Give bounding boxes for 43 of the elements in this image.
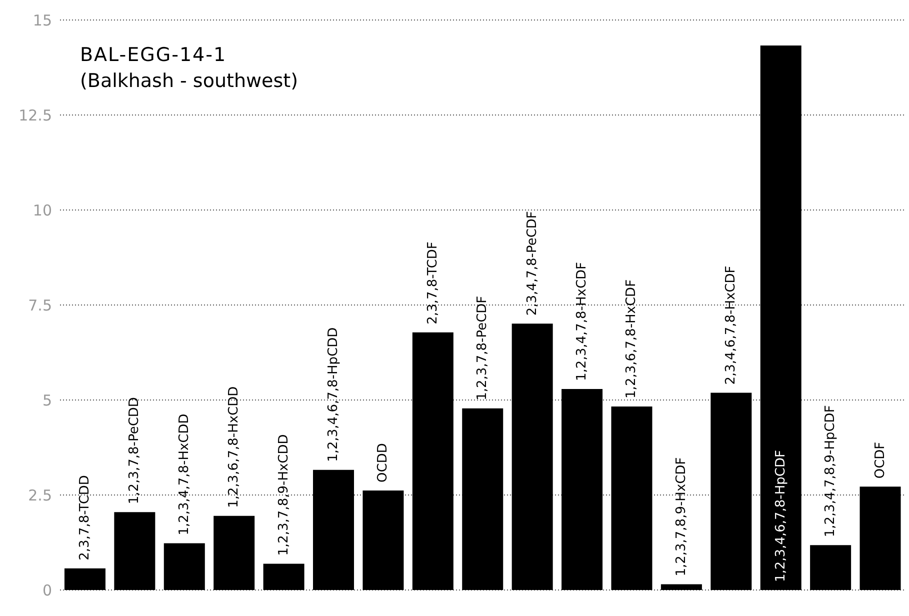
- bar: [412, 332, 454, 590]
- x-tick-label: 1,2,3,7,8,9-HxCDF: [674, 457, 689, 576]
- y-tick-label: 2.5: [28, 486, 52, 504]
- bar: [214, 516, 255, 590]
- y-tick-label: 7.5: [28, 296, 52, 314]
- bar: [760, 45, 802, 590]
- x-tick-label: OCDD: [376, 443, 391, 482]
- bar: [562, 388, 603, 590]
- bar: [860, 486, 901, 590]
- bar: [810, 545, 852, 590]
- x-tick-label: 1,2,3,7,8-PeCDF: [475, 296, 490, 400]
- bar: [263, 564, 304, 590]
- bar: [710, 392, 752, 590]
- x-tick-label: 1,2,3,7,8,9-HxCDD: [276, 434, 292, 556]
- y-tick-label: 0: [42, 581, 52, 600]
- y-tick-label: 15: [32, 11, 52, 30]
- bar: [462, 408, 504, 590]
- y-tick-label: 5: [42, 391, 52, 410]
- x-tick-label: 2,3,7,8-TCDF: [425, 242, 440, 324]
- x-tick-label: 1,2,3,4,7,8,9-HpCDF: [823, 405, 838, 538]
- text: (Balkhash - southwest): [80, 69, 298, 94]
- y-tick-label: 10: [32, 201, 52, 220]
- x-tick-label: 2,3,7,8-TCDD: [77, 475, 92, 560]
- x-tick-label: 1,2,3,6,7,8-HxCDD: [226, 386, 242, 508]
- x-tick-label: 1,2,3,6,7,8-HxCDF: [624, 279, 640, 398]
- x-tick-label: 1,2,3,4,7,8-HxCDD: [176, 414, 192, 536]
- bar: [64, 568, 106, 590]
- x-tick-label: OCDF: [872, 442, 888, 479]
- text: BAL-EGG-14-1: [80, 43, 228, 68]
- x-tick-label: 2,3,4,7,8-PeCDF: [524, 211, 540, 316]
- bar: [362, 490, 404, 590]
- bar: [313, 470, 354, 590]
- bar: [114, 512, 156, 590]
- x-tick-label: 1,2,3,7,8-PeCDD: [127, 397, 142, 504]
- x-tick-label: 1,2,3,4,6,7,8-HpCDF: [773, 450, 788, 582]
- bar: [164, 543, 205, 590]
- x-tick-label: 2,3,4,6,7,8-HxCDF: [724, 266, 739, 385]
- x-tick-label: 1,2,3,4,6,7,8-HpCDD: [326, 327, 342, 462]
- bar: [660, 584, 702, 590]
- bar: [611, 406, 652, 590]
- bar: [512, 324, 553, 590]
- x-tick-label: 1,2,3,4,7,8-HxCDF: [574, 262, 590, 381]
- y-tick-label: 12.5: [18, 106, 52, 124]
